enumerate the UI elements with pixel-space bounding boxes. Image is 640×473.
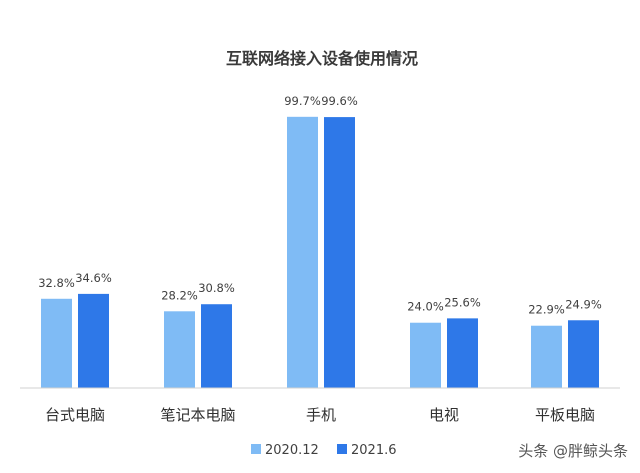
legend-label-2020: 2020.12	[265, 443, 319, 458]
bars-group	[41, 116, 599, 388]
bar-2021-0	[78, 293, 109, 388]
category-label-4: 平板电脑	[535, 406, 595, 424]
legend-swatch-2020	[251, 444, 261, 454]
value-labels-group: 32.8% 34.6% 28.2%30.8% 99.7% 99.6% 24.0% 25.6%…	[38, 94, 602, 317]
value-label-2020-0: 32.8%	[38, 276, 75, 290]
value-label-2021-0: 34.6%	[75, 271, 112, 285]
bar-2020-3	[410, 322, 441, 388]
category-label-0: 台式电脑	[45, 406, 105, 424]
bar-2021-2	[324, 117, 355, 388]
value-label-2020-4: 22.9%	[528, 303, 565, 317]
category-label-2: 手机	[306, 406, 336, 424]
bar-2020-0	[41, 298, 72, 388]
legend-label-2021: 2021.6	[351, 443, 397, 458]
bar-2020-2	[287, 116, 318, 388]
value-label-2020-2: 99.7%	[284, 94, 321, 108]
bar-2021-4	[568, 320, 599, 388]
value-label-2020-1: 28.2%	[161, 288, 198, 302]
watermark: 头条 @胖鲸头条	[518, 442, 628, 460]
category-labels-group: 台式电脑 笔记本电脑 手机 电视 平板电脑	[45, 406, 595, 424]
category-label-3: 电视	[429, 406, 459, 424]
value-label-2020-3: 24.0%	[407, 300, 444, 314]
chart-title: 互联网络接入设备使用情况	[226, 49, 418, 68]
value-label-2021-4: 24.9%	[565, 297, 602, 311]
bar-2020-4	[531, 325, 562, 388]
bar-2021-1	[201, 304, 232, 388]
value-label-2021-3: 25.6%	[444, 295, 481, 309]
legend: 2020.12 2021.6	[251, 443, 397, 458]
legend-swatch-2021	[337, 444, 347, 454]
bar-2020-1	[164, 311, 195, 388]
value-label-2021-2: 99.6%	[321, 94, 358, 108]
value-label-2021-1: 30.8%	[198, 281, 235, 295]
category-label-1: 笔记本电脑	[160, 406, 235, 424]
bar-2021-3	[447, 318, 478, 388]
